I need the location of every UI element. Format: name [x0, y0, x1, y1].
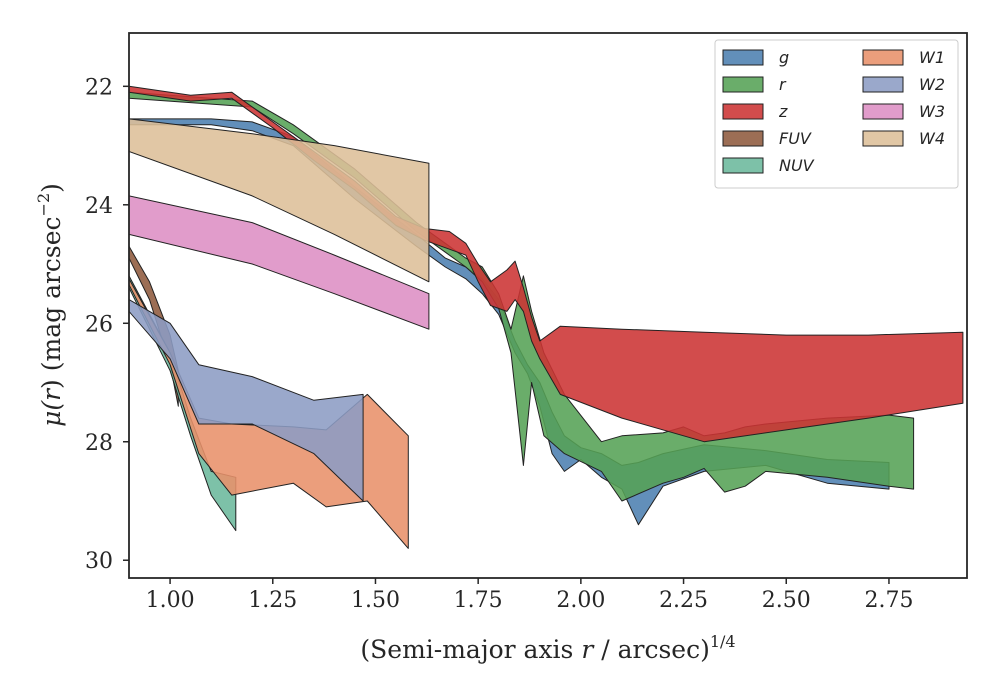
- x-tick-label: 1.25: [248, 588, 297, 613]
- series-band-w4: [129, 118, 430, 283]
- y-tick-label: 24: [85, 194, 113, 219]
- x-tick-label: 1.50: [351, 588, 400, 613]
- axis-ticks: 1.00 1.25 1.50 1.75 2.00 2.25 2.50 2.75 22 24 26 28…: [85, 75, 913, 613]
- x-tick-label: 2.25: [659, 588, 708, 613]
- legend-swatch-fuv: [722, 130, 764, 147]
- plot-frame: [128, 32, 968, 579]
- series-band-w3: [129, 195, 430, 330]
- legend: grz FUV NUV W1 W2 W3 W4: [714, 39, 959, 189]
- series-band-w2: [129, 299, 364, 502]
- legend-swatch-r: [722, 76, 764, 93]
- legend-label-nuv: NUV: [779, 156, 815, 175]
- legend-swatch-nuv: [722, 157, 764, 174]
- legend-label-w3: W3: [919, 102, 945, 121]
- series-band-fuv: [129, 245, 179, 407]
- x-tick-label: 1.75: [454, 588, 503, 613]
- plot-area: [129, 85, 964, 549]
- legend-swatch-g: [722, 49, 764, 66]
- legend-label-z: z: [778, 102, 788, 121]
- x-tick-label: 2.75: [864, 588, 913, 613]
- y-axis-title: μ(r) (mag arcsec−2): [34, 183, 66, 427]
- legend-swatch-z: [722, 103, 764, 120]
- legend-swatch-w4: [862, 130, 904, 147]
- legend-label-w1: W1: [919, 48, 945, 67]
- legend-swatch-w3: [862, 103, 904, 120]
- legend-label-r: r: [779, 75, 787, 94]
- y-tick-label: 28: [85, 431, 113, 456]
- y-tick-label: 30: [85, 549, 113, 574]
- x-axis-title: (Semi-major axis r / arcsec)1/4: [360, 632, 735, 664]
- y-tick-label: 26: [85, 312, 113, 337]
- y-tick-label: 22: [85, 75, 113, 100]
- x-tick-label: 2.00: [556, 588, 605, 613]
- x-tick-label: 1.00: [146, 588, 195, 613]
- legend-swatch-w1: [862, 49, 904, 66]
- legend-label-g: g: [779, 48, 789, 67]
- x-tick-label: 2.50: [762, 588, 811, 613]
- legend-swatch-w2: [862, 76, 904, 93]
- legend-label-w2: W2: [919, 75, 945, 94]
- legend-label-fuv: FUV: [779, 129, 812, 148]
- legend-label-w4: W4: [919, 129, 945, 148]
